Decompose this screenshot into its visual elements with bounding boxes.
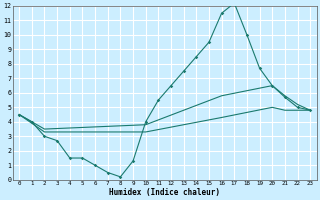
X-axis label: Humidex (Indice chaleur): Humidex (Indice chaleur) [109, 188, 220, 197]
